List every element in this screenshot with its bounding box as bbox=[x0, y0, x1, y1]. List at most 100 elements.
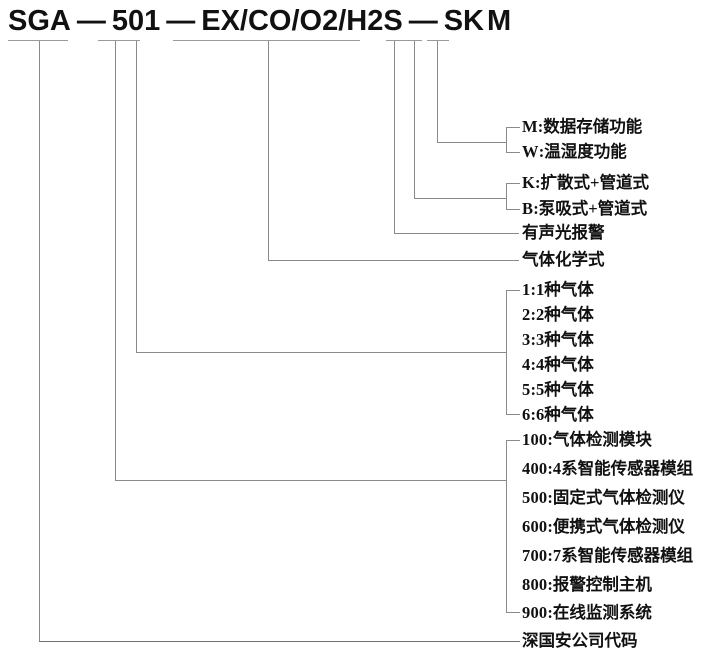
option-sampling-b-sep: : bbox=[533, 199, 539, 218]
option-gas-count-3-code: 3 bbox=[522, 330, 531, 349]
option-gas-count-2-text: 2种气体 bbox=[535, 305, 594, 324]
bracket-storage-stub-w bbox=[506, 152, 520, 153]
option-series-500-text: 固定式气体检测仪 bbox=[552, 488, 685, 507]
leader-sga-vertical bbox=[39, 41, 40, 641]
option-storage-m-text: 数据存储功能 bbox=[543, 117, 643, 136]
title-dash-1: — bbox=[76, 5, 106, 37]
option-series-900-sep: : bbox=[547, 603, 553, 622]
option-series-400-sep: : bbox=[547, 459, 553, 478]
bracket-sampling-vertical bbox=[506, 183, 507, 210]
title-segment-gas-formula: EX/CO/O2/H2S bbox=[201, 5, 403, 37]
leader-gas-count-horizontal bbox=[136, 352, 507, 353]
bracket-storage-vertical bbox=[506, 127, 507, 153]
leader-formula-vertical bbox=[268, 41, 269, 260]
title-segment-501: 501 bbox=[111, 5, 161, 37]
bracket-sampling-stub-k bbox=[506, 183, 520, 184]
underline-sga bbox=[8, 40, 68, 41]
option-gas-count-2-sep: : bbox=[530, 305, 536, 324]
leader-storage-vertical bbox=[437, 41, 438, 142]
bracket-gas-count-stub-bottom bbox=[506, 414, 520, 415]
title-dash-3: — bbox=[408, 5, 438, 37]
option-series-900-text: 在线监测系统 bbox=[552, 603, 652, 622]
option-sampling-k-sep: : bbox=[535, 173, 541, 192]
option-series-100-text: 气体检测模块 bbox=[552, 430, 652, 449]
option-series-100-code: 100 bbox=[522, 430, 548, 449]
option-series-500-code: 500 bbox=[522, 488, 548, 507]
bracket-storage-stub-m bbox=[506, 127, 520, 128]
option-series-800: 800:报警控制主机 bbox=[522, 576, 652, 594]
label-gas-formula: 气体化学式 bbox=[522, 250, 605, 269]
option-series-700-text: 7系智能传感器模组 bbox=[552, 546, 694, 565]
bracket-series-stub-top bbox=[506, 440, 520, 441]
leader-formula-horizontal bbox=[268, 260, 519, 261]
option-series-400: 400:4系智能传感器模组 bbox=[522, 460, 693, 478]
option-storage-m-sep: : bbox=[537, 117, 544, 136]
leader-sampling-vertical bbox=[414, 41, 415, 198]
option-storage-w-text: 温湿度功能 bbox=[544, 142, 627, 161]
option-gas-count-4-sep: : bbox=[530, 355, 536, 374]
bracket-gas-count-stub-top bbox=[506, 290, 520, 291]
option-gas-count-2: 2:2种气体 bbox=[522, 306, 594, 324]
option-sampling-b: B:泵吸式+管道式 bbox=[522, 200, 647, 218]
option-sampling-b-text: 泵吸式+管道式 bbox=[538, 199, 648, 218]
option-series-400-text: 4系智能传感器模组 bbox=[552, 459, 694, 478]
bracket-gas-count-vertical bbox=[506, 290, 507, 415]
option-sampling-b-code: B bbox=[522, 199, 534, 218]
option-gas-count-4-text: 4种气体 bbox=[535, 355, 594, 374]
option-series-700-sep: : bbox=[547, 546, 553, 565]
title-dash-2: — bbox=[166, 5, 196, 37]
option-gas-count-1-text: 1种气体 bbox=[535, 280, 594, 299]
option-gas-count-6-sep: : bbox=[530, 405, 536, 424]
option-series-100: 100:气体检测模块 bbox=[522, 431, 652, 449]
option-storage-m: M:数据存储功能 bbox=[522, 118, 642, 136]
label-company-code: 深国安公司代码 bbox=[522, 631, 638, 650]
option-gas-count-5-text: 5种气体 bbox=[535, 380, 594, 399]
leader-series-horizontal bbox=[115, 480, 507, 481]
option-series-800-text: 报警控制主机 bbox=[552, 575, 652, 594]
option-sampling-k-code: K bbox=[522, 173, 536, 192]
option-series-400-code: 400 bbox=[522, 459, 548, 478]
option-series-600: 600:便携式气体检测仪 bbox=[522, 518, 685, 536]
bracket-series-stub-bottom bbox=[506, 612, 520, 613]
option-series-600-code: 600 bbox=[522, 517, 548, 536]
option-gas-count-6-code: 6 bbox=[522, 405, 531, 424]
option-gas-count-4-code: 4 bbox=[522, 355, 531, 374]
underline-gas-formula bbox=[173, 40, 360, 41]
leader-sga-horizontal bbox=[39, 641, 520, 642]
option-gas-count-3: 3:3种气体 bbox=[522, 331, 594, 349]
option-gas-count-5-sep: : bbox=[530, 380, 536, 399]
option-gas-count-6: 6:6种气体 bbox=[522, 406, 594, 424]
option-sampling-k-text: 扩散式+管道式 bbox=[540, 173, 649, 192]
option-sampling-k: K:扩散式+管道式 bbox=[522, 174, 649, 192]
option-series-600-sep: : bbox=[547, 517, 553, 536]
leader-storage-horizontal bbox=[437, 142, 507, 143]
bracket-sampling-stub-b bbox=[506, 209, 520, 210]
title-segment-m: M bbox=[487, 5, 512, 37]
underline-m bbox=[427, 40, 449, 41]
leader-gas-count-vertical bbox=[136, 41, 137, 352]
option-gas-count-1-code: 1 bbox=[522, 280, 531, 299]
option-gas-count-4: 4:4种气体 bbox=[522, 356, 594, 374]
title-segment-sk: SK bbox=[443, 5, 484, 37]
leader-alarm-horizontal bbox=[394, 233, 519, 234]
label-alarm: 有声光报警 bbox=[522, 223, 605, 242]
title-segment-sga: SGA bbox=[8, 5, 71, 37]
option-storage-m-code: M bbox=[522, 117, 538, 136]
underline-sk bbox=[386, 40, 422, 41]
underline-501 bbox=[98, 40, 140, 41]
leader-alarm-vertical bbox=[394, 41, 395, 233]
option-gas-count-1-sep: : bbox=[530, 280, 536, 299]
option-gas-count-5: 5:5种气体 bbox=[522, 381, 594, 399]
leader-sampling-horizontal bbox=[414, 198, 507, 199]
option-gas-count-6-text: 6种气体 bbox=[535, 405, 594, 424]
option-series-600-text: 便携式气体检测仪 bbox=[552, 517, 685, 536]
option-storage-w-code: W bbox=[522, 142, 539, 161]
option-gas-count-2-code: 2 bbox=[522, 305, 531, 324]
option-gas-count-3-text: 3种气体 bbox=[535, 330, 594, 349]
option-series-900: 900:在线监测系统 bbox=[522, 604, 652, 622]
option-series-100-sep: : bbox=[547, 430, 553, 449]
option-series-700: 700:7系智能传感器模组 bbox=[522, 547, 693, 565]
option-series-800-code: 800 bbox=[522, 575, 548, 594]
option-series-700-code: 700 bbox=[522, 546, 548, 565]
